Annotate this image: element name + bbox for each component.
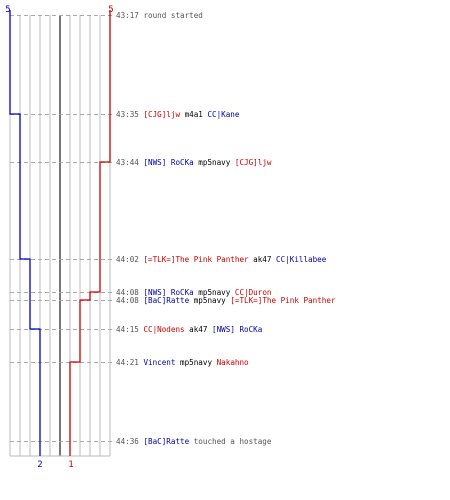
weapon-name: ak47	[184, 325, 213, 334]
event-time: 44:08	[116, 288, 144, 297]
event-row: 44:15 CC|Nodens ak47 [NWS] RoCKa	[116, 325, 262, 334]
event-time: 44:02	[116, 255, 144, 264]
event-time: 43:35	[116, 110, 144, 119]
event-row: 44:02 [=TLK=]The Pink Panther ak47 CC|Ki…	[116, 255, 326, 264]
red-start-count: 5	[108, 5, 113, 15]
blue-team-line	[9, 10, 41, 456]
player-name: [=TLK=]The Pink Panther	[143, 255, 249, 264]
event-time: 43:44	[116, 158, 144, 167]
blue-end-count: 2	[37, 460, 42, 470]
event-time: 44:36	[116, 437, 144, 446]
weapon-name: mp5navy	[189, 296, 231, 305]
event-row: 44:21 Vincent mp5navy Nakahno	[116, 358, 249, 367]
player-name: [=TLK=]The Pink Panther	[230, 296, 336, 305]
event-text: touched a hostage	[189, 437, 272, 446]
event-row: 43:17 round started	[116, 11, 203, 20]
weapon-name: mp5navy	[193, 288, 235, 297]
player-name: [CJG]ljw	[234, 158, 272, 167]
event-row: 44:08 [BaC]Ratte mp5navy [=TLK=]The Pink…	[116, 296, 335, 305]
player-name: [NWS] RoCKa	[212, 325, 263, 334]
event-row: 44:36 [BaC]Ratte touched a hostage	[116, 437, 271, 446]
event-time: 44:21	[116, 358, 144, 367]
red-team-line	[69, 10, 111, 456]
player-name: CC|Killabee	[276, 255, 327, 264]
player-name: Nakahno	[216, 358, 249, 367]
event-text: round started	[143, 11, 203, 20]
player-name: [BaC]Ratte	[143, 437, 190, 446]
weapon-name: m4a1	[180, 110, 208, 119]
player-name: [NWS] RoCKa	[143, 288, 194, 297]
red-end-count: 1	[68, 460, 73, 470]
event-time: 44:15	[116, 325, 144, 334]
player-name: CC|Duron	[234, 288, 272, 297]
player-name: Vincent	[143, 358, 176, 367]
event-time: 43:17	[116, 11, 144, 20]
player-name: CC|Kane	[207, 110, 240, 119]
weapon-name: mp5navy	[175, 358, 217, 367]
player-name: [BaC]Ratte	[143, 296, 190, 305]
weapon-name: ak47	[248, 255, 277, 264]
event-row: 43:44 [NWS] RoCKa mp5navy [CJG]ljw	[116, 158, 271, 167]
event-row: 44:08 [NWS] RoCKa mp5navy CC|Duron	[116, 288, 271, 297]
player-name: CC|Nodens	[143, 325, 185, 334]
event-time: 44:08	[116, 296, 144, 305]
weapon-name: mp5navy	[193, 158, 235, 167]
blue-start-count: 5	[5, 5, 10, 15]
player-name: [CJG]ljw	[143, 110, 181, 119]
event-row: 43:35 [CJG]ljw m4a1 CC|Kane	[116, 110, 239, 119]
player-name: [NWS] RoCKa	[143, 158, 194, 167]
